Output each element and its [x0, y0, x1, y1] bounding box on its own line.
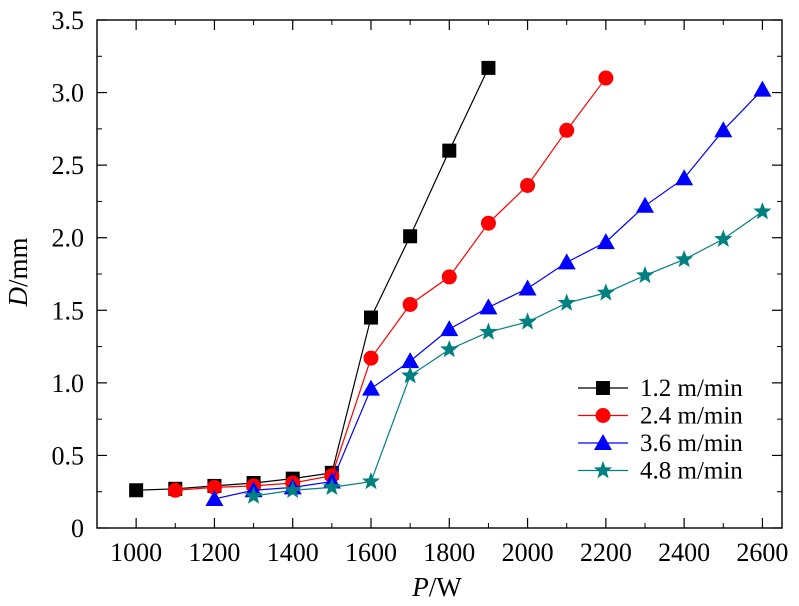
data-point [403, 229, 418, 244]
legend-label: 2.4 m/min [640, 403, 743, 430]
data-point [206, 479, 222, 495]
x-tick-label: 1800 [423, 538, 475, 567]
data-point [441, 269, 457, 285]
legend-marker [596, 381, 610, 395]
data-point [636, 196, 654, 213]
series-2-4-m-min [167, 70, 614, 498]
y-axis-label-symbol: D [3, 287, 33, 308]
x-tick-label: 1000 [110, 538, 162, 567]
data-point [129, 483, 144, 498]
data-point [753, 80, 772, 97]
x-tick-label: 2000 [502, 538, 554, 567]
x-tick-label: 2600 [736, 538, 788, 567]
data-point [167, 482, 183, 498]
legend-marker [593, 461, 613, 479]
y-axis-label: D/mm [3, 237, 33, 307]
x-axis-label-unit: /W [429, 572, 463, 602]
data-point [244, 486, 263, 504]
y-axis-label-unit: /mm [3, 237, 33, 287]
data-point [363, 350, 379, 366]
data-point [753, 202, 772, 220]
x-axis-label-symbol: P [411, 572, 429, 602]
x-tick-label: 2400 [658, 538, 710, 567]
legend-marker [594, 434, 612, 450]
legend-label: 1.2 m/min [640, 375, 743, 402]
ticks-layer: 1000 1200 1400 1600 1800 2000 2200 2400 2600 0 0.5… [52, 6, 789, 567]
y-tick-label: 3.5 [52, 6, 85, 35]
legend-item: 2.4 m/min [578, 403, 743, 430]
data-point [675, 169, 694, 186]
legend-marker [595, 408, 611, 423]
data-point [440, 320, 459, 337]
data-point [480, 215, 496, 231]
y-tick-label: 2.5 [52, 151, 85, 180]
data-point [635, 265, 655, 284]
data-point [442, 143, 457, 158]
plot-frame [96, 19, 783, 529]
legend-item: 4.8 m/min [578, 458, 743, 485]
data-point [714, 229, 733, 247]
series-line [136, 67, 489, 491]
legend-label: 4.8 m/min [640, 458, 743, 485]
x-tick-label: 2200 [580, 538, 632, 567]
data-point [440, 339, 459, 358]
x-tick-label: 1400 [267, 538, 319, 567]
x-tick-label: 1200 [188, 538, 240, 567]
y-tick-label: 3.0 [52, 79, 85, 108]
data-point [596, 233, 615, 250]
data-point [479, 298, 498, 315]
data-point [283, 480, 302, 498]
y-tick-label: 0.5 [52, 441, 85, 470]
y-tick-label: 1.5 [52, 296, 85, 325]
data-point [598, 70, 614, 86]
y-tick-label: 2.0 [52, 224, 85, 253]
series-1-2-m-min [129, 60, 496, 498]
data-point [714, 121, 733, 138]
data-point [401, 366, 420, 384]
data-point [675, 249, 694, 268]
data-point [518, 312, 537, 330]
data-point [364, 310, 378, 325]
series-4-8-m-min [244, 202, 772, 504]
series-layer [129, 60, 772, 506]
data-point [402, 296, 418, 312]
legend-item: 3.6 m/min [578, 430, 743, 457]
data-point [362, 379, 380, 396]
data-point [559, 122, 575, 138]
data-point [479, 322, 498, 340]
data-point [518, 279, 537, 296]
data-point [557, 293, 576, 311]
data-point [596, 283, 615, 301]
y-tick-label: 0 [71, 514, 84, 543]
data-point [205, 489, 224, 506]
legend-label: 3.6 m/min [640, 430, 743, 457]
data-point [322, 477, 341, 496]
data-point [481, 60, 496, 75]
legend-item: 1.2 m/min [578, 375, 743, 402]
x-axis-label: P/W [411, 572, 462, 602]
data-point [557, 253, 576, 270]
data-point [520, 177, 536, 193]
x-tick-label: 1600 [345, 538, 397, 567]
data-point [401, 352, 420, 369]
data-point [361, 472, 381, 490]
y-tick-label: 1.0 [52, 369, 85, 398]
